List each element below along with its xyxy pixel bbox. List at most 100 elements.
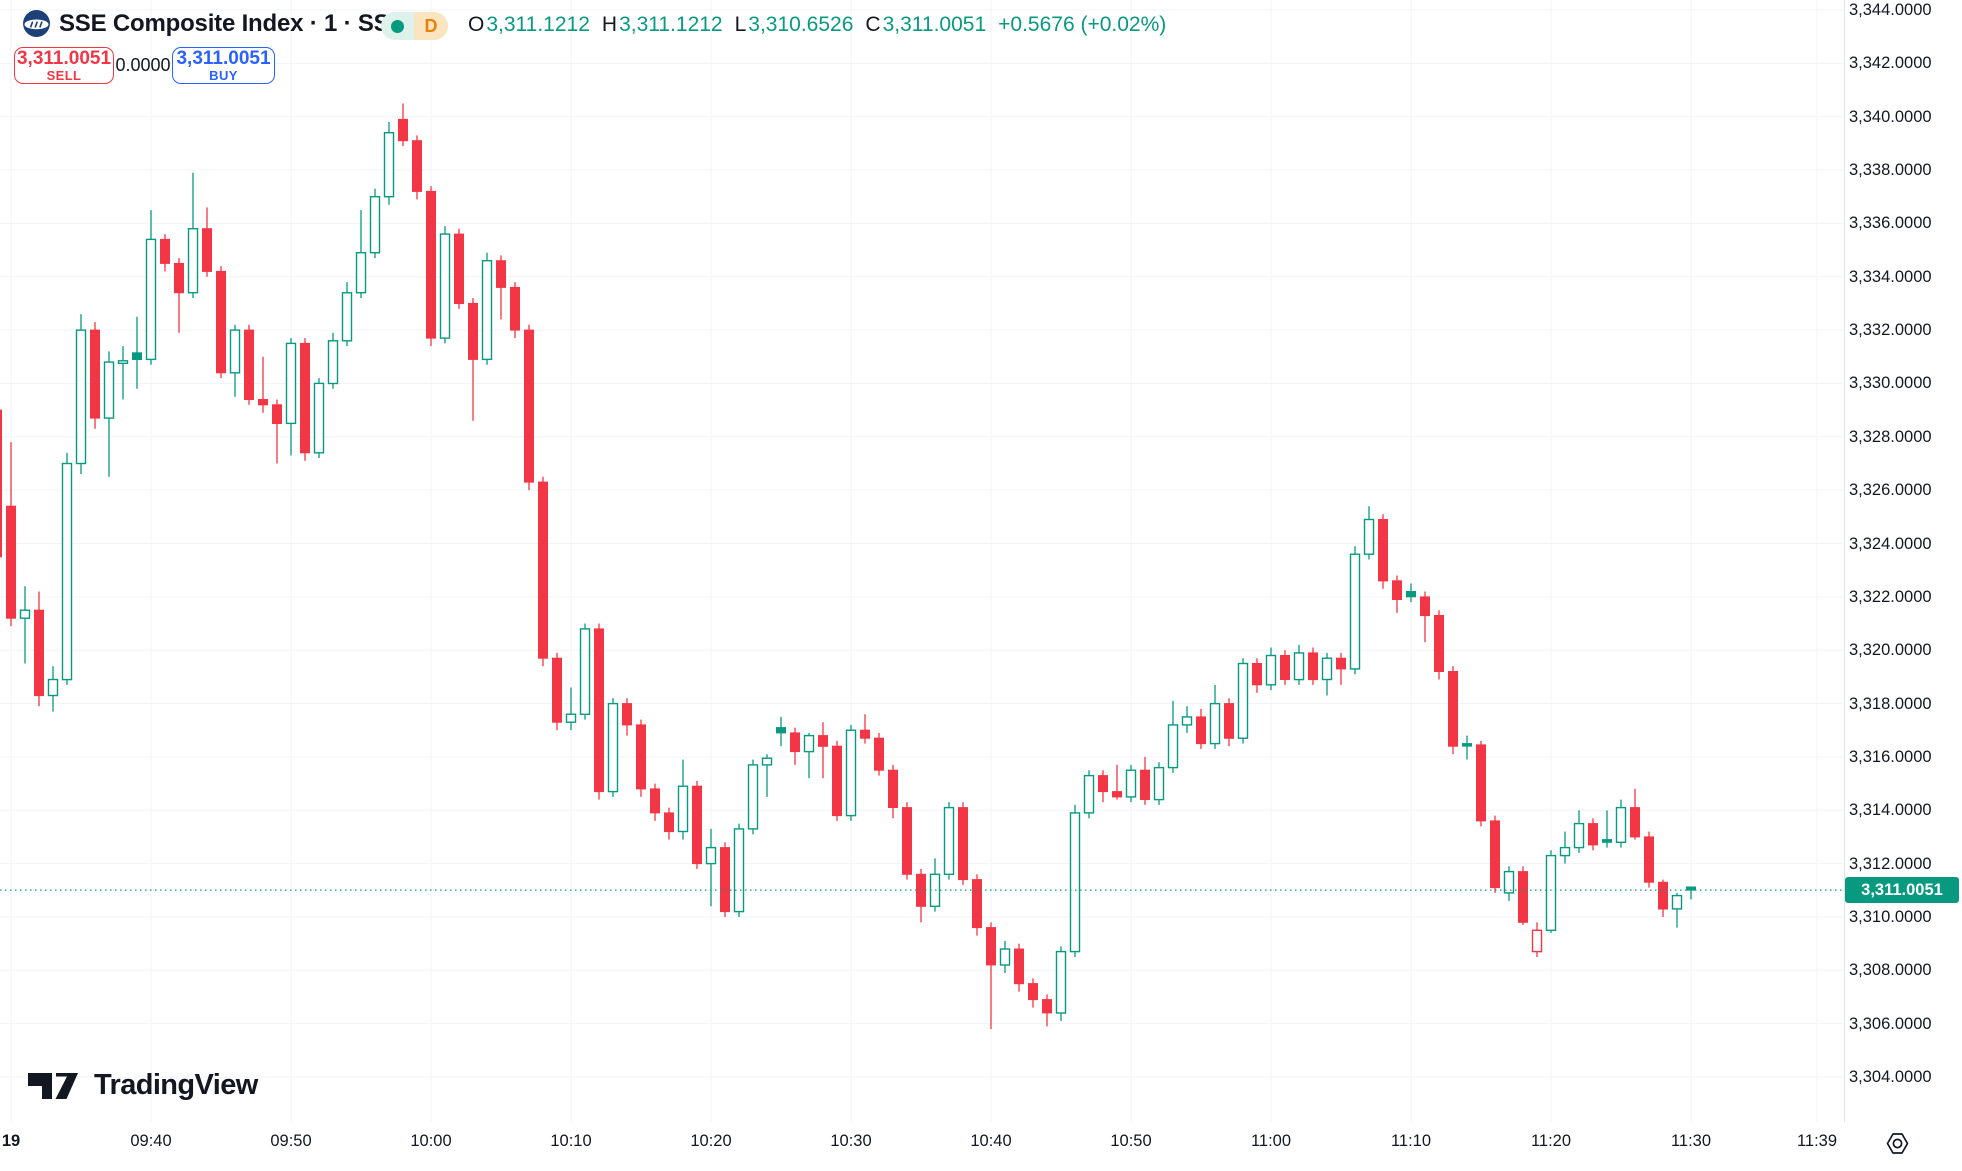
- candle: [1462, 735, 1472, 760]
- price-tick-label: 3,316.0000: [1849, 747, 1932, 766]
- time-tick-label: 09:40: [130, 1132, 172, 1150]
- time-tick-label: 10:30: [830, 1132, 872, 1150]
- candle: [355, 210, 367, 299]
- candle: [845, 724, 857, 821]
- time-tick-label: 11:10: [1390, 1132, 1432, 1150]
- tradingview-watermark[interactable]: TradingView: [27, 1069, 258, 1102]
- candle: [1181, 706, 1193, 733]
- price-tick-label: 3,308.0000: [1849, 961, 1932, 980]
- candle: [1545, 850, 1557, 933]
- market-status-pill[interactable]: D: [381, 12, 448, 40]
- candle: [1112, 764, 1122, 800]
- candle: [1252, 658, 1262, 693]
- candle: [888, 764, 898, 819]
- candle: [1167, 700, 1179, 773]
- candle: [1280, 650, 1290, 685]
- candle: [776, 716, 786, 747]
- candle: [972, 874, 982, 936]
- candle: [439, 226, 451, 344]
- price-tick-label: 3,322.0000: [1849, 587, 1932, 606]
- candle: [1573, 810, 1585, 853]
- price-tick-label: 3,328.0000: [1849, 427, 1932, 446]
- candle: [426, 186, 436, 347]
- candle: [1644, 831, 1654, 888]
- candle: [1196, 708, 1206, 749]
- candle: [636, 719, 646, 797]
- time-scale-settings-gear-icon[interactable]: [1884, 1130, 1911, 1157]
- candle: [664, 807, 674, 840]
- candle: [1042, 994, 1052, 1027]
- candle: [454, 228, 464, 309]
- price-tick-label: 3,304.0000: [1849, 1068, 1932, 1086]
- candle: [468, 298, 478, 421]
- candle: [90, 322, 100, 429]
- delayed-data-badge[interactable]: D: [414, 12, 448, 40]
- candle: [902, 802, 912, 880]
- time-tick-label: 11:20: [1530, 1132, 1572, 1150]
- ohlc-open-label: O: [468, 13, 485, 36]
- sell-button[interactable]: 3,311.0051 SELL: [14, 47, 114, 84]
- time-scale[interactable]: 19 09:40 09:50 10:00 10:10 10:20 10:30 10:40 10:…: [0, 1122, 1962, 1171]
- candle: [1209, 684, 1221, 749]
- candle: [733, 823, 745, 917]
- price-scale[interactable]: 3,344.0000 3,342.0000 3,340.0000 3,338.0000…: [1844, 0, 1962, 1122]
- candle: [1476, 740, 1486, 827]
- price-tick-label: 3,312.0000: [1849, 854, 1932, 873]
- price-axis-separator: [1844, 0, 1845, 1122]
- ohlc-low-label: L: [734, 13, 747, 36]
- ohlc-high-value: 3,311.1212: [619, 13, 723, 36]
- time-tick-label: 19: [1, 1132, 21, 1150]
- candle: [202, 207, 212, 277]
- candle: [0, 409, 2, 558]
- candle: [61, 452, 73, 685]
- candle: [369, 188, 381, 259]
- candle: [383, 122, 395, 205]
- candle: [327, 332, 339, 389]
- spread-value: 0.0000: [115, 55, 171, 75]
- candle: [594, 623, 604, 800]
- price-tick-label: 3,314.0000: [1849, 801, 1932, 820]
- candle: [1028, 978, 1038, 1008]
- ohlc-open-value: 3,311.1212: [486, 13, 590, 36]
- price-tick-label: 3,324.0000: [1849, 534, 1932, 553]
- candle: [1140, 756, 1150, 805]
- tradingview-brand-text: TradingView: [94, 1069, 258, 1101]
- candle: [229, 324, 241, 397]
- price-tick-label: 3,306.0000: [1849, 1014, 1932, 1033]
- price-tick-label: 3,342.0000: [1849, 54, 1932, 73]
- buy-price: 3,311.0051: [176, 47, 271, 69]
- candle: [607, 698, 619, 797]
- buy-button[interactable]: 3,311.0051 BUY: [172, 47, 275, 84]
- candle: [117, 346, 129, 400]
- price-tick-label: 3,332.0000: [1849, 321, 1932, 340]
- price-tick-label: 3,338.0000: [1849, 161, 1932, 180]
- candle: [1363, 506, 1375, 560]
- candle: [47, 666, 59, 712]
- candle: [1069, 804, 1081, 957]
- symbol-header: SSE Composite Index · 1 · SSE: [22, 9, 405, 38]
- sell-label: SELL: [46, 67, 82, 83]
- candle: [579, 623, 591, 720]
- candle: [677, 759, 689, 840]
- change-value: +0.5676 (+0.02%): [998, 13, 1167, 36]
- price-tick-label: 3,318.0000: [1849, 694, 1932, 713]
- candle: [1671, 892, 1683, 928]
- candle: [75, 314, 87, 475]
- candle: [145, 210, 157, 365]
- candle: [1602, 810, 1612, 848]
- ohlc-close-value: 3,311.0051: [882, 13, 987, 36]
- candle: [313, 378, 325, 459]
- candle: [187, 172, 199, 299]
- candle: [1265, 647, 1277, 691]
- candle: [1237, 658, 1249, 744]
- candle: [986, 922, 996, 1029]
- candle: [510, 282, 520, 339]
- candle: [216, 266, 226, 379]
- time-tick-label: 11:00: [1250, 1132, 1292, 1150]
- candle: [1658, 879, 1668, 917]
- candle: [747, 759, 759, 835]
- candle: [999, 941, 1011, 973]
- symbol-title[interactable]: SSE Composite Index · 1 · SSE: [59, 9, 406, 37]
- time-tick-label: 11:39: [1796, 1132, 1838, 1150]
